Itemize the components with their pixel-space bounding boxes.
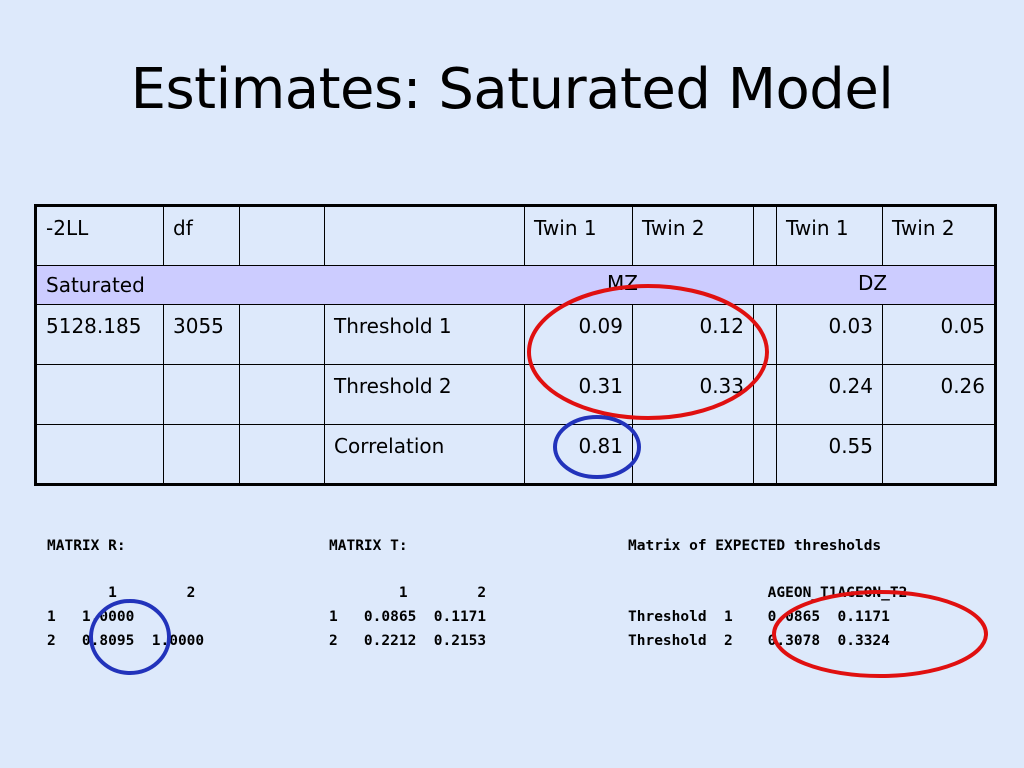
matrix-r-title: MATRIX R: (47, 538, 126, 554)
matrix-t-title: MATRIX T: (329, 538, 408, 554)
header-cell: Twin 1 (524, 205, 633, 266)
table-cell: Threshold 2 (324, 364, 525, 425)
table-cell: 0.26 (882, 364, 996, 425)
slide-title: Estimates: Saturated Model (130, 57, 894, 122)
matrix-r-row: 1 1.0000 (47, 609, 135, 625)
matrix-t-row: 1 0.0865 0.1171 (329, 609, 487, 625)
table-cell (35, 364, 164, 425)
table-cell (632, 424, 754, 485)
table-cell: 5128.185 (35, 304, 164, 365)
group-row: Saturated (35, 265, 996, 305)
table-cell: 0.09 (524, 304, 633, 365)
table-cell (239, 304, 325, 365)
matrix-t-row: 2 0.2212 0.2153 (329, 633, 487, 649)
expected-thresholds-row: Threshold 2 0.3078 0.3324 (628, 633, 890, 649)
table-cell (163, 364, 240, 425)
group-label-saturated: Saturated (46, 273, 145, 297)
table-cell (753, 304, 777, 365)
header-cell (753, 205, 777, 266)
matrix-t-col-header: 1 2 (329, 585, 487, 601)
table-row: 5128.185 3055 Threshold 1 0.09 0.12 0.03… (35, 304, 996, 365)
expected-thresholds-col-header: AGEON_T1AGEON_T2 (628, 585, 908, 601)
table-cell: Threshold 1 (324, 304, 525, 365)
group-label-mz: MZ (607, 271, 638, 295)
table-cell (163, 424, 240, 485)
table-row: Threshold 2 0.31 0.33 0.24 0.26 (35, 364, 996, 425)
table-cell: 3055 (163, 304, 240, 365)
table-cell (753, 424, 777, 485)
group-cell: Saturated (35, 265, 996, 305)
table-cell: 0.05 (882, 304, 996, 365)
table-cell (35, 424, 164, 485)
header-cell: df (163, 205, 240, 266)
header-cell: Twin 2 (632, 205, 754, 266)
table-cell: Correlation (324, 424, 525, 485)
matrix-r-col-header: 1 2 (47, 585, 196, 601)
expected-thresholds-title: Matrix of EXPECTED thresholds (628, 538, 882, 554)
table-cell: 0.12 (632, 304, 754, 365)
table-cell: 0.03 (776, 304, 883, 365)
table-cell: 0.24 (776, 364, 883, 425)
table-cell: 0.33 (632, 364, 754, 425)
header-cell (324, 205, 525, 266)
header-cell (239, 205, 325, 266)
table-cell (882, 424, 996, 485)
expected-thresholds-row: Threshold 1 0.0865 0.1171 (628, 609, 890, 625)
table-cell (753, 364, 777, 425)
table-row: Correlation 0.81 0.55 (35, 424, 996, 485)
header-cell: Twin 1 (776, 205, 883, 266)
header-cell: Twin 2 (882, 205, 996, 266)
estimates-table: -2LL df Twin 1 Twin 2 Twin 1 Twin 2 Satu… (34, 204, 997, 486)
table-cell (239, 424, 325, 485)
group-label-dz: DZ (858, 271, 888, 295)
header-row: -2LL df Twin 1 Twin 2 Twin 1 Twin 2 (35, 205, 996, 266)
table-cell: 0.31 (524, 364, 633, 425)
table-cell (239, 364, 325, 425)
table-cell: 0.81 (524, 424, 633, 485)
matrix-r-row: 2 0.8095 1.0000 (47, 633, 205, 649)
header-cell: -2LL (35, 205, 164, 266)
table-cell: 0.55 (776, 424, 883, 485)
